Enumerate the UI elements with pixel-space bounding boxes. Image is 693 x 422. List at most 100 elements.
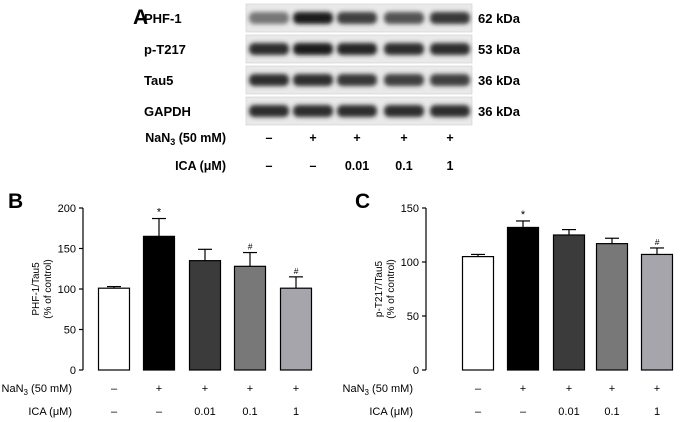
- panel-c-pt217-chart: C p-T217/Tau5(% of control) 0 50 100 150 * # Na…: [343, 190, 674, 418]
- blot-band: [337, 12, 377, 24]
- bar: [279, 287, 313, 371]
- blot-band: [249, 74, 289, 86]
- bar: [233, 265, 267, 371]
- bar-group-2: [188, 248, 222, 371]
- ica-label: ICA (μM): [369, 406, 413, 418]
- ica-value: 1: [293, 406, 299, 418]
- blot-size-label: 53 kDa: [478, 42, 521, 57]
- bar-group-1: *: [506, 209, 540, 371]
- blot-row-1: p-T217 53 kDa: [144, 34, 521, 64]
- blot-band: [337, 74, 377, 86]
- nan3-value: +: [520, 383, 526, 395]
- bar: [97, 287, 131, 371]
- blot-nan3-value: +: [309, 131, 316, 145]
- bar: [142, 235, 176, 371]
- bar-group-2: [552, 229, 586, 371]
- significance-mark: #: [248, 242, 253, 252]
- y-tick-label: 50: [407, 311, 419, 323]
- blot-band: [430, 74, 470, 86]
- nan3-value: +: [609, 383, 615, 395]
- blot-ica-value: –: [266, 159, 273, 173]
- blot-band: [293, 74, 333, 86]
- ica-value: –: [520, 406, 527, 418]
- blot-nan3-value: +: [400, 131, 407, 145]
- significance-mark: *: [521, 209, 526, 221]
- panel-b-label: B: [8, 190, 23, 213]
- bar-group-3: [595, 237, 629, 371]
- bar: [640, 253, 674, 371]
- y-axis-label-line1: p-T217/Tau5: [374, 260, 385, 317]
- bar: [461, 256, 495, 371]
- blot-band: [430, 12, 470, 24]
- blot-size-label: 36 kDa: [478, 73, 521, 88]
- bar: [506, 226, 540, 371]
- significance-mark: #: [655, 237, 660, 247]
- significance-mark: #: [294, 266, 299, 276]
- nan3-value: +: [202, 383, 208, 395]
- blot-band: [293, 12, 333, 24]
- blot-band: [337, 43, 377, 55]
- y-tick-label: 200: [58, 203, 76, 215]
- blot-nan3-label: NaN3 (50 mM): [145, 131, 226, 147]
- y-tick-label: 100: [401, 257, 419, 269]
- blot-nan3-subscript: 3: [170, 137, 175, 147]
- nan3-value: –: [111, 383, 118, 395]
- blot-row-label: p-T217: [144, 42, 186, 57]
- panel-a-label: A: [133, 6, 148, 29]
- y-axis-label-line1: PHF-1/Tau5: [31, 262, 42, 316]
- nan3-value: –: [475, 383, 482, 395]
- y-tick-label: 150: [401, 203, 419, 215]
- blot-nan3-value: –: [266, 131, 273, 145]
- y-axis-label: PHF-1/Tau5(% of control): [31, 259, 54, 318]
- blot-band: [293, 43, 333, 55]
- blot-ica-value: 0.01: [345, 159, 369, 173]
- y-axis-label-line2: (% of control): [386, 259, 397, 318]
- bar: [595, 243, 629, 371]
- blot-size-label: 62 kDa: [478, 11, 521, 26]
- blot-ica-value: –: [310, 159, 317, 173]
- bar-group-1: *: [142, 207, 176, 371]
- blot-ica-label: ICA (μM): [175, 159, 226, 173]
- panel-c-label: C: [355, 190, 370, 213]
- blot-band: [249, 12, 289, 24]
- blot-band: [430, 105, 470, 117]
- nan3-subscript: 3: [24, 388, 29, 397]
- nan3-value: +: [247, 383, 253, 395]
- blot-band: [249, 105, 289, 117]
- ica-value: 0.01: [194, 406, 215, 418]
- bar-group-0: [461, 253, 495, 371]
- panel-b-phf1-chart: B PHF-1/Tau5(% of control) 0 50 100 150 200 * #…: [2, 190, 313, 418]
- y-tick-label: 0: [70, 365, 76, 377]
- nan3-value: +: [156, 383, 162, 395]
- blot-row-2: Tau5 36 kDa: [144, 65, 521, 95]
- nan3-value: +: [654, 383, 660, 395]
- y-tick-label: 100: [58, 284, 76, 296]
- bar-group-4: #: [640, 237, 674, 371]
- bar-group-3: #: [233, 242, 267, 371]
- ica-value: –: [475, 406, 482, 418]
- significance-mark: *: [157, 207, 162, 219]
- y-tick-label: 150: [58, 244, 76, 256]
- blot-band: [249, 43, 289, 55]
- ica-value: 1: [654, 406, 660, 418]
- nan3-label: NaN3 (50 mM): [2, 383, 72, 397]
- blot-ica-value: 1: [447, 159, 454, 173]
- blot-row-0: PHF-1 62 kDa: [144, 3, 521, 33]
- blot-band: [337, 105, 377, 117]
- blot-band: [293, 105, 333, 117]
- nan3-subscript: 3: [365, 388, 370, 397]
- ica-value: –: [111, 406, 118, 418]
- ica-value: –: [156, 406, 163, 418]
- blot-row-label: PHF-1: [144, 11, 182, 26]
- ica-value: 0.1: [242, 406, 257, 418]
- blot-size-label: 36 kDa: [478, 104, 521, 119]
- bar: [552, 234, 586, 371]
- blot-row-label: Tau5: [144, 73, 173, 88]
- blot-row-3: GAPDH 36 kDa: [144, 96, 521, 126]
- nan3-suffix: (50 mM): [28, 383, 72, 395]
- y-axis-label: p-T217/Tau5(% of control): [374, 259, 397, 318]
- blot-band: [430, 43, 470, 55]
- blot-band: [384, 43, 424, 55]
- blot-nan3-suffix: (50 mM): [175, 131, 226, 145]
